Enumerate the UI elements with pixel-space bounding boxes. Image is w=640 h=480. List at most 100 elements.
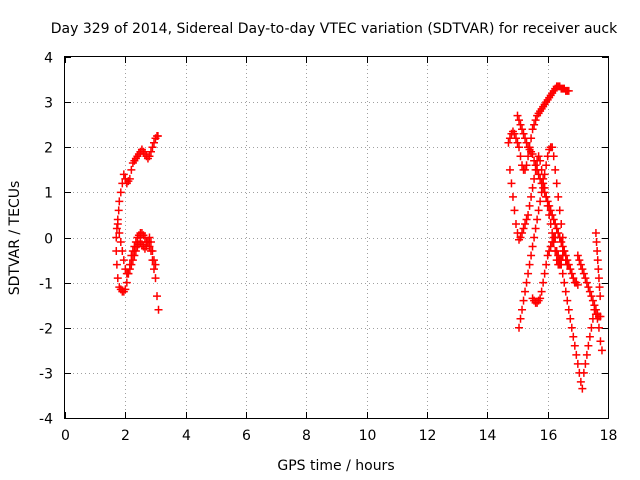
- data-point: [142, 242, 151, 251]
- data-point: [122, 278, 131, 287]
- data-point: [531, 224, 540, 233]
- data-point: [505, 165, 514, 174]
- data-point: [515, 116, 524, 125]
- data-point: [125, 265, 134, 274]
- data-point: [545, 247, 554, 256]
- x-tick-label: 2: [121, 428, 130, 444]
- data-point: [149, 256, 158, 265]
- data-point: [151, 274, 160, 283]
- data-point: [552, 224, 561, 233]
- data-point: [536, 294, 545, 303]
- data-point: [591, 228, 600, 237]
- data-point: [584, 283, 593, 292]
- data-point: [552, 247, 561, 256]
- data-point: [539, 179, 548, 188]
- data-point: [148, 247, 157, 256]
- data-point: [113, 219, 122, 228]
- data-point: [116, 188, 125, 197]
- data-point: [537, 287, 546, 296]
- data-point: [524, 152, 533, 161]
- data-point: [548, 143, 557, 152]
- data-point: [510, 206, 519, 215]
- data-point: [549, 152, 558, 161]
- data-point: [564, 86, 573, 95]
- data-point: [558, 269, 567, 278]
- y-tick-label: 0: [44, 232, 53, 248]
- data-point: [516, 233, 525, 242]
- series-late-track-e: [528, 233, 560, 307]
- data-point: [551, 165, 560, 174]
- data-point: [594, 274, 603, 283]
- data-point: [545, 201, 554, 210]
- data-point: [533, 165, 542, 174]
- data-point: [128, 256, 137, 265]
- data-point: [530, 120, 539, 129]
- data-point: [149, 265, 158, 274]
- data-point: [546, 206, 555, 215]
- data-point: [521, 165, 530, 174]
- data-point: [115, 228, 124, 237]
- data-point: [576, 377, 585, 386]
- data-point: [578, 384, 587, 393]
- chart-title: Day 329 of 2014, Sidereal Day-to-day VTE…: [51, 21, 618, 37]
- data-point: [540, 170, 549, 179]
- data-point: [527, 192, 536, 201]
- data-point: [555, 206, 564, 215]
- data-point: [558, 233, 567, 242]
- data-point: [576, 260, 585, 269]
- data-point: [112, 224, 121, 233]
- data-point: [593, 247, 602, 256]
- data-point: [515, 323, 524, 332]
- data-point: [513, 111, 522, 120]
- data-point: [113, 274, 122, 283]
- data-point: [149, 138, 158, 147]
- x-tick-label: 14: [479, 428, 497, 444]
- data-point: [125, 174, 134, 183]
- data-point: [145, 233, 154, 242]
- data-point: [146, 238, 155, 247]
- data-point: [530, 233, 539, 242]
- y-tick-label: 1: [44, 186, 53, 202]
- data-point: [513, 138, 522, 147]
- data-point: [522, 215, 531, 224]
- y-tick-label: 2: [44, 141, 53, 157]
- data-point: [515, 143, 524, 152]
- data-point: [587, 323, 596, 332]
- data-point: [536, 197, 545, 206]
- y-tick-label: -1: [39, 277, 53, 293]
- data-point: [593, 256, 602, 265]
- data-point: [508, 192, 517, 201]
- data-point: [531, 116, 540, 125]
- data-point: [592, 238, 601, 247]
- data-point: [124, 269, 133, 278]
- data-point: [581, 274, 590, 283]
- data-point: [516, 120, 525, 129]
- data-point: [555, 256, 564, 265]
- data-point: [530, 156, 539, 165]
- data-point: [563, 296, 572, 305]
- series-late-track-f: [552, 247, 606, 393]
- data-point: [546, 242, 555, 251]
- data-point: [566, 314, 575, 323]
- data-point: [519, 129, 528, 138]
- data-point: [573, 251, 582, 260]
- data-point: [551, 233, 560, 242]
- y-tick-label: 4: [44, 51, 53, 67]
- data-point: [522, 138, 531, 147]
- series-early-track-b: [112, 131, 162, 242]
- x-tick-label: 8: [302, 428, 311, 444]
- data-point: [146, 147, 155, 156]
- data-point: [118, 247, 127, 256]
- data-point: [569, 332, 578, 341]
- data-point: [504, 138, 513, 147]
- data-point: [534, 152, 543, 161]
- data-point: [588, 296, 597, 305]
- data-point: [542, 161, 551, 170]
- y-tick-label: -4: [39, 412, 53, 428]
- data-points: [112, 82, 606, 393]
- data-point: [567, 323, 576, 332]
- data-point: [540, 269, 549, 278]
- data-point: [536, 174, 545, 183]
- data-point: [119, 256, 128, 265]
- data-point: [561, 287, 570, 296]
